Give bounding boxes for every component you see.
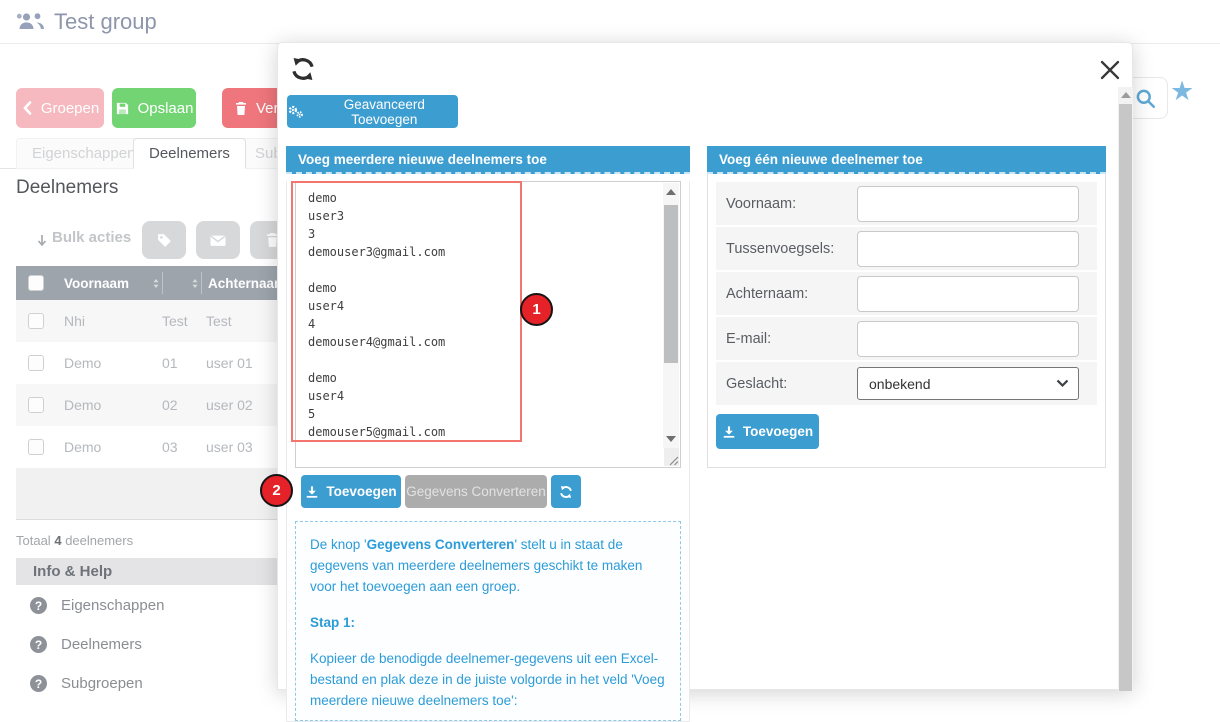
bulk-actions-label: Bulk acties	[52, 229, 132, 246]
question-icon: ?	[30, 636, 47, 653]
tab-eigenschappen[interactable]: Eigenschappen	[16, 138, 152, 169]
save-button[interactable]: Opslaan	[112, 88, 196, 128]
cogs-icon	[288, 105, 303, 118]
help-step-label: Stap 1:	[310, 614, 356, 630]
help-paragraph-1: De knop 'Gegevens Converteren' stelt u i…	[310, 537, 643, 594]
textarea-scrollbar[interactable]	[663, 183, 679, 448]
refresh-button[interactable]	[551, 475, 581, 508]
tussenvoegsels-label: Tussenvoegsels:	[726, 240, 835, 257]
form-row-geslacht: Geslacht: onbekend	[716, 362, 1097, 405]
page-header: Test group	[0, 0, 1220, 44]
scroll-up-arrow-icon[interactable]	[1120, 92, 1131, 98]
bulk-email-button[interactable]	[196, 221, 240, 259]
textarea-content: demo user3 3 demouser3@gmail.com demo us…	[308, 191, 446, 439]
save-icon	[116, 102, 128, 114]
sort-icon[interactable]	[189, 277, 201, 290]
star-icon[interactable]: ★	[1170, 76, 1195, 106]
achternaam-field[interactable]	[857, 275, 1079, 312]
add-multiple-button[interactable]: Toevoegen	[301, 475, 401, 508]
trash-icon	[266, 233, 278, 247]
refresh-icon	[560, 485, 572, 498]
tag-icon	[157, 233, 171, 247]
select-all-checkbox[interactable]	[28, 275, 44, 291]
email-label: E-mail:	[726, 330, 772, 347]
section-title: Deelnemers	[16, 177, 119, 198]
resize-handle[interactable]	[664, 448, 679, 466]
question-icon: ?	[30, 675, 47, 692]
form-row-voornaam: Voornaam:	[716, 182, 1097, 225]
form-row-achternaam: Achternaam:	[716, 272, 1097, 315]
download-icon	[307, 485, 318, 498]
sort-icon[interactable]	[150, 277, 162, 290]
envelope-icon	[210, 235, 226, 246]
tussenvoegsels-field[interactable]	[857, 230, 1079, 267]
scroll-up-arrow-icon[interactable]	[666, 189, 676, 195]
column-separator	[201, 272, 202, 294]
form-row-tussenvoegsels: Tussenvoegsels:	[716, 227, 1097, 270]
column-separator	[162, 272, 163, 294]
arrow-down-icon	[37, 235, 47, 247]
refresh-icon[interactable]	[290, 56, 316, 82]
trash-icon	[236, 101, 246, 115]
convert-data-button[interactable]: Gegevens Converteren	[405, 475, 547, 508]
total-count: 4	[54, 533, 62, 548]
row-checkbox[interactable]	[28, 355, 44, 371]
close-icon[interactable]	[1096, 57, 1124, 85]
chevron-down-icon	[1056, 379, 1069, 388]
tab-deelnemers[interactable]: Deelnemers	[133, 138, 246, 169]
bulk-tag-button[interactable]	[142, 221, 186, 259]
search-icon	[1136, 89, 1155, 108]
multi-add-panel: Voeg meerdere nieuwe deelnemers toe demo…	[286, 146, 690, 722]
voornaam-field[interactable]	[857, 185, 1079, 222]
scroll-down-arrow-icon[interactable]	[666, 436, 676, 442]
add-participants-modal: Geavanceerd Toevoegen Voeg meerdere nieu…	[277, 42, 1133, 722]
single-add-panel-title: Voeg één nieuwe deelnemer toe	[707, 146, 1106, 174]
convert-help-box: De knop 'Gegevens Converteren' stelt u i…	[295, 521, 681, 721]
question-icon: ?	[30, 597, 47, 614]
gender-select[interactable]: onbekend	[857, 367, 1079, 400]
form-row-email: E-mail:	[716, 317, 1097, 360]
page-title: Test group	[54, 9, 157, 34]
achternaam-label: Achternaam:	[726, 285, 809, 302]
total-count-text: Totaal 4 deelnemers	[16, 533, 134, 548]
modal-scrollbar[interactable]	[1118, 87, 1133, 691]
scrollbar-thumb[interactable]	[664, 205, 678, 363]
single-add-panel: Voeg één nieuwe deelnemer toe Voornaam: …	[707, 146, 1106, 468]
download-icon	[723, 425, 735, 438]
row-checkbox[interactable]	[28, 397, 44, 413]
help-paragraph-2: Kopieer de benodigde deelnemer-gegevens …	[310, 650, 665, 708]
row-checkbox[interactable]	[28, 313, 44, 329]
scrollbar-thumb[interactable]	[1119, 104, 1132, 691]
group-icon	[16, 13, 44, 29]
email-field[interactable]	[857, 320, 1079, 357]
row-checkbox[interactable]	[28, 439, 44, 455]
chevron-left-icon	[23, 101, 32, 115]
multi-participants-textarea[interactable]: demo user3 3 demouser3@gmail.com demo us…	[295, 181, 681, 468]
voornaam-label: Voornaam:	[726, 195, 797, 212]
advanced-add-button[interactable]: Geavanceerd Toevoegen	[287, 95, 458, 128]
geslacht-label: Geslacht:	[726, 375, 788, 392]
multi-add-panel-title: Voeg meerdere nieuwe deelnemers toe	[286, 146, 690, 174]
annotation-step-1: 1	[520, 293, 553, 326]
annotation-step-2: 2	[260, 474, 293, 507]
groups-back-button[interactable]: Groepen	[16, 88, 104, 128]
add-single-button[interactable]: Toevoegen	[716, 414, 819, 449]
